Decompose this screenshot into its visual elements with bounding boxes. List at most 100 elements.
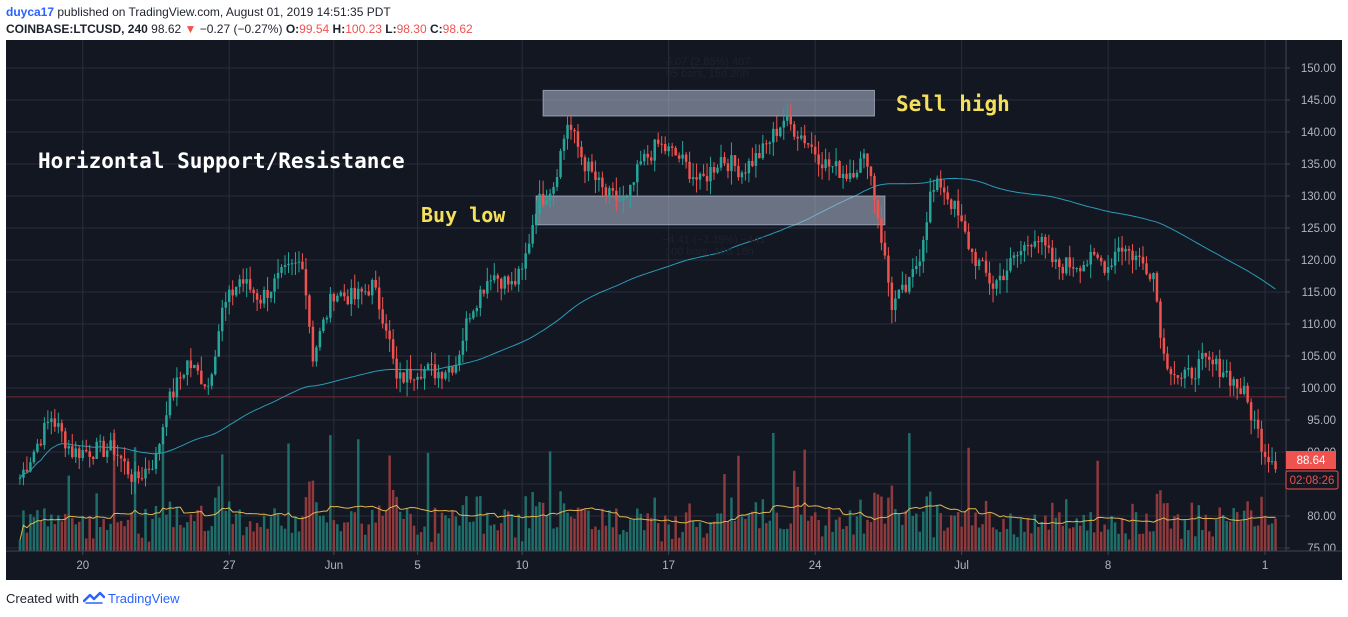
volume-bar	[370, 509, 374, 551]
candle-body	[262, 290, 266, 304]
candle-body	[102, 440, 105, 457]
candle-body	[932, 190, 935, 192]
candle-body	[820, 164, 824, 169]
price-chart[interactable]: Horizontal Support/Resistance Sell high …	[6, 40, 1342, 580]
candle-body	[876, 200, 880, 219]
candle-body	[374, 279, 377, 288]
candle-body	[1124, 248, 1127, 252]
volume-bar	[161, 442, 165, 551]
candle-body	[1267, 456, 1270, 463]
candle-body	[852, 173, 855, 178]
candle-body	[283, 265, 287, 268]
volume-bar	[608, 510, 611, 551]
volume-moving-average	[19, 502, 1276, 541]
chart-header: duyca17 published on TradingView.com, Au…	[6, 4, 1342, 38]
candle-body	[1148, 274, 1152, 280]
candle-body	[259, 299, 262, 304]
candle-body	[855, 172, 859, 178]
candle-body	[398, 372, 402, 379]
candle-body	[1026, 245, 1030, 247]
volume-bar	[346, 522, 350, 551]
candle-body	[255, 293, 259, 300]
volume-bar	[1113, 522, 1117, 551]
volume-bar	[402, 518, 405, 551]
candle-body	[1232, 379, 1235, 386]
volume-bar	[363, 534, 367, 551]
candle-body	[751, 160, 754, 166]
volume-bar	[1173, 516, 1176, 551]
candle-body	[908, 277, 911, 292]
volume-bar	[1239, 521, 1242, 551]
price-tick-label: 120.00	[1301, 255, 1336, 267]
candle-body	[698, 173, 702, 180]
candle-body	[234, 286, 238, 296]
candle-body	[1085, 264, 1089, 266]
candle-body	[726, 163, 730, 172]
volume-bar	[1225, 520, 1228, 551]
time-axis[interactable]: 20 27 Jun 5 10 17 24 Jul 8 1	[6, 550, 1342, 580]
candle-body	[1058, 259, 1061, 267]
volume-bar	[527, 528, 531, 551]
volume-bar	[1005, 528, 1009, 551]
candle-body	[824, 159, 827, 169]
candle-body	[1260, 428, 1263, 452]
candle-body	[587, 161, 590, 172]
price-axis[interactable]: 75.0080.0085.0090.0095.00100.00105.00110…	[1285, 40, 1342, 580]
volume-bar	[674, 516, 677, 551]
volume-bar	[412, 525, 416, 551]
candle-body	[779, 127, 782, 137]
volume-bar	[688, 503, 691, 551]
volume-bar	[468, 521, 472, 551]
resistance-zone[interactable]	[542, 89, 875, 117]
close-value: 98.62	[442, 22, 473, 36]
volume-bar	[241, 535, 245, 551]
candle-body	[315, 347, 318, 362]
candle-body	[1082, 264, 1085, 272]
candle-body	[454, 365, 458, 373]
candle-body	[786, 114, 789, 121]
volume-bar	[1253, 526, 1256, 551]
high-value: 100.23	[345, 22, 382, 36]
volume-bar	[1061, 525, 1065, 551]
volume-bar	[730, 497, 733, 551]
price-tick-label: 125.00	[1301, 223, 1336, 235]
candle-body	[1044, 236, 1047, 246]
candle-body	[1106, 267, 1110, 273]
candle-body	[1176, 375, 1180, 378]
candle-body	[946, 192, 949, 200]
author-link[interactable]: duyca17	[6, 5, 55, 19]
candle-body	[200, 370, 203, 385]
candle-body	[1218, 358, 1221, 377]
candle-body	[1221, 372, 1225, 377]
candle-body	[440, 372, 444, 379]
volume-bar	[1089, 512, 1092, 551]
volume-bar	[977, 527, 981, 551]
volume-bar	[336, 524, 339, 551]
candle-body	[988, 272, 991, 284]
candle-body	[384, 323, 388, 331]
candle-body	[611, 188, 615, 191]
footer: Created with TradingView	[6, 590, 180, 607]
volume-bar	[1047, 529, 1051, 551]
candle-body	[1092, 251, 1096, 255]
volume-bar	[803, 449, 806, 551]
volume-bar	[1208, 531, 1211, 551]
time-tick-label: 20	[76, 560, 89, 572]
chart-frame[interactable]: Horizontal Support/Resistance Sell high …	[6, 40, 1342, 580]
volume-bar	[210, 526, 214, 551]
volume-bar	[1120, 517, 1124, 551]
volume-bar	[423, 526, 426, 551]
volume-bar	[1058, 512, 1061, 551]
volume-bar	[269, 516, 273, 551]
candle-body	[869, 166, 873, 177]
volume-bar	[855, 516, 859, 551]
candle-body	[639, 161, 643, 165]
candle-body	[1169, 368, 1173, 375]
volume-bar	[214, 497, 217, 551]
symbol-label: COINBASE:LTCUSD, 240	[6, 22, 148, 36]
support-zone[interactable]	[535, 195, 886, 226]
tradingview-brand-link[interactable]: TradingView	[107, 591, 180, 606]
volume-bar	[479, 496, 482, 551]
volume-bar	[792, 470, 796, 551]
volume-bar	[18, 540, 22, 551]
